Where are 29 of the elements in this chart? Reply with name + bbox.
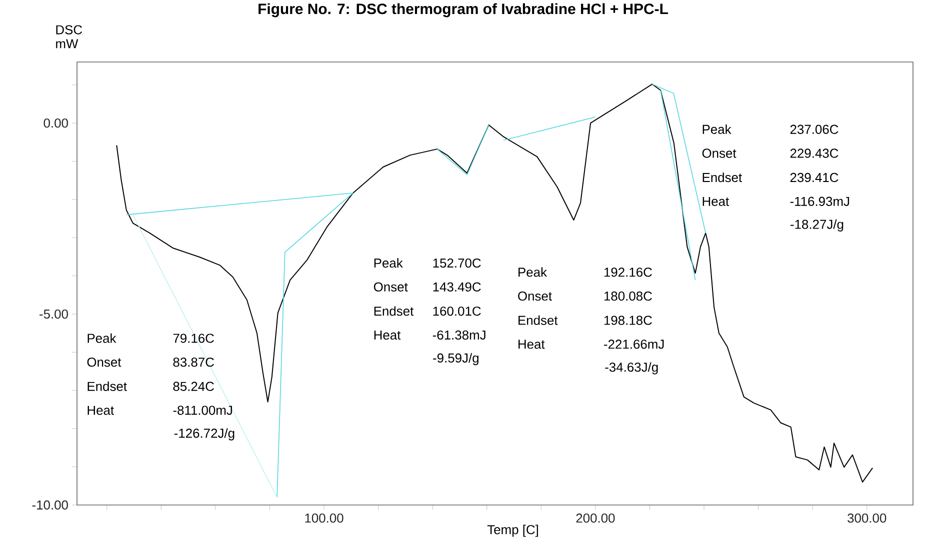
annotation: -9.59J/g — [433, 353, 478, 366]
text: Heat -116.93mJ — [702, 196, 850, 206]
y-tick-label: 0.00 — [44, 118, 68, 128]
x-axis-title: Temp [C] — [487, 524, 538, 537]
annotation: -126.72J/g — [174, 428, 234, 440]
annotation: Onset 143.49C — [374, 282, 481, 292]
annotation: -18.27J/g — [790, 219, 844, 232]
text: Heat -221.66mJ — [518, 340, 664, 349]
y-tick-label: -10.00 — [32, 500, 68, 510]
annotation: Onset 83.87C — [87, 358, 214, 367]
annotation: Endset 198.18C — [518, 315, 652, 325]
annotation: Heat -61.38mJ — [374, 330, 486, 340]
annotation: Endset 85.24C — [88, 381, 214, 391]
annotation: Endset 160.01C — [374, 306, 481, 316]
x-tick-label: 100.00 — [305, 514, 344, 523]
annotation: Onset 180.08C — [518, 292, 652, 301]
annotation: Endset 239.41C — [702, 172, 838, 182]
text: Heat -811.00mJ — [88, 406, 232, 415]
text: Peak 192.16C — [518, 267, 652, 277]
x-tick-label: 300.00 — [848, 514, 886, 523]
annotation: -34.63J/g — [605, 362, 658, 374]
text: Peak 79.16C — [88, 333, 214, 343]
annotation: Peak 152.70C — [374, 258, 481, 268]
chart-title: Figure No. 7: DSC thermogram of Ivabradine HCl + HPC-L — [258, 3, 668, 18]
y-axis-title: DSC mW — [56, 25, 82, 48]
y-tick-label: -5.00 — [40, 309, 68, 319]
text: Peak 237.06C — [702, 124, 838, 134]
x-tick-label: 200.00 — [576, 514, 615, 523]
text: Onset 229.43C — [702, 148, 838, 158]
